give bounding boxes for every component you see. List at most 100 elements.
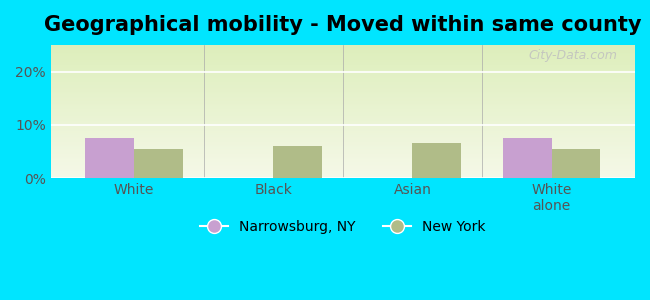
Bar	[51, 173, 635, 174]
Bar	[51, 76, 635, 77]
Bar	[51, 150, 635, 152]
Bar	[51, 116, 635, 117]
Bar	[51, 82, 635, 83]
Bar	[51, 68, 635, 69]
Bar	[51, 54, 635, 56]
Bar	[51, 49, 635, 50]
Bar	[51, 85, 635, 86]
Bar	[51, 71, 635, 73]
Bar	[51, 152, 635, 153]
Bar	[51, 129, 635, 130]
Bar	[51, 121, 635, 122]
Title: Geographical mobility - Moved within same county: Geographical mobility - Moved within sam…	[44, 15, 642, 35]
Bar	[51, 93, 635, 94]
Bar	[51, 53, 635, 54]
Bar	[51, 103, 635, 105]
Bar	[51, 133, 635, 134]
Bar	[51, 64, 635, 65]
Bar	[51, 154, 635, 155]
Bar	[412, 143, 461, 178]
Bar	[51, 126, 635, 128]
Bar	[51, 78, 635, 80]
Bar	[51, 143, 635, 145]
Bar	[51, 58, 635, 59]
Bar	[51, 50, 635, 52]
Bar	[51, 97, 635, 98]
Bar	[51, 124, 635, 125]
Bar	[51, 89, 635, 90]
Bar	[51, 166, 635, 167]
Bar	[51, 137, 635, 138]
Bar	[51, 66, 635, 68]
Bar	[51, 136, 635, 137]
Bar	[51, 157, 635, 158]
Bar	[51, 158, 635, 160]
Bar	[51, 45, 635, 46]
Bar	[51, 52, 635, 53]
Bar	[51, 74, 635, 76]
Bar	[51, 101, 635, 102]
Bar	[51, 176, 635, 177]
Bar	[551, 149, 600, 178]
Bar	[51, 160, 635, 161]
Bar	[51, 153, 635, 154]
Bar	[51, 161, 635, 162]
Bar	[51, 164, 635, 165]
Bar	[51, 114, 635, 116]
Bar	[51, 90, 635, 92]
Bar	[134, 149, 183, 178]
Bar	[51, 69, 635, 70]
Bar	[51, 61, 635, 62]
Bar	[51, 145, 635, 146]
Bar	[51, 138, 635, 140]
Bar	[51, 113, 635, 114]
Bar	[51, 59, 635, 61]
Bar	[51, 128, 635, 129]
Bar	[51, 94, 635, 95]
Bar	[51, 170, 635, 172]
Bar	[51, 118, 635, 119]
Bar	[51, 122, 635, 124]
Bar	[51, 95, 635, 97]
Bar	[51, 98, 635, 100]
Bar	[503, 138, 551, 178]
Bar	[51, 46, 635, 48]
Bar	[51, 56, 635, 57]
Bar	[51, 100, 635, 101]
Bar	[51, 131, 635, 133]
Bar	[51, 81, 635, 82]
Bar	[51, 172, 635, 173]
Bar	[51, 155, 635, 157]
Bar	[51, 110, 635, 112]
Text: City-Data.com: City-Data.com	[528, 49, 618, 62]
Bar	[51, 112, 635, 113]
Bar	[273, 146, 322, 178]
Bar	[51, 177, 635, 178]
Bar	[51, 57, 635, 58]
Legend: Narrowsburg, NY, New York: Narrowsburg, NY, New York	[194, 214, 491, 239]
Bar	[51, 134, 635, 136]
Bar	[51, 165, 635, 166]
Bar	[51, 105, 635, 106]
Bar	[51, 48, 635, 49]
Bar	[51, 141, 635, 142]
Bar	[51, 149, 635, 150]
Bar	[51, 119, 635, 121]
Bar	[51, 169, 635, 170]
Bar	[51, 140, 635, 141]
Bar	[51, 92, 635, 93]
Bar	[51, 65, 635, 66]
Bar	[51, 162, 635, 164]
Bar	[51, 62, 635, 64]
Bar	[51, 83, 635, 85]
Bar	[51, 142, 635, 143]
Bar	[51, 146, 635, 148]
Bar	[51, 88, 635, 89]
Bar	[51, 130, 635, 131]
Bar	[51, 102, 635, 104]
Bar	[85, 138, 134, 178]
Bar	[51, 106, 635, 107]
Bar	[51, 73, 635, 74]
Bar	[51, 109, 635, 110]
Bar	[51, 148, 635, 149]
